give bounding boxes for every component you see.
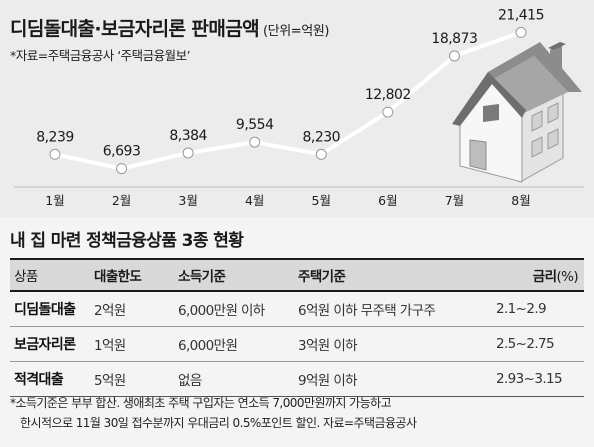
row-income: 6,000만원 이하 xyxy=(174,291,294,327)
chart-unit: (단위=억원) xyxy=(262,24,330,39)
header-limit: 대출한도 xyxy=(90,258,174,292)
data-label: 8,384 xyxy=(169,128,207,144)
footnote-line-2: 한시적으로 11월 30일 접수분까지 우대금리 0.5%포인트 할인. 자료=… xyxy=(20,416,417,430)
data-point xyxy=(448,50,460,62)
data-point xyxy=(49,148,61,160)
chart-title-row: 디딤돌대출·보금자리론 판매금액 (단위=억원) xyxy=(10,14,329,41)
row-limit: 2억원 xyxy=(90,291,174,327)
data-label: 12,802 xyxy=(365,87,411,103)
x-tick-label: 1월 xyxy=(45,193,64,208)
header-product: 상품 xyxy=(10,258,90,292)
table-title: 내 집 마련 정책금융상품 3종 현황 xyxy=(10,231,244,251)
row-house: 9억원 이하 xyxy=(294,361,478,397)
header-rate: 금리(%) xyxy=(478,258,584,292)
row-income: 없음 xyxy=(174,361,294,397)
data-point xyxy=(182,147,194,159)
product-table: 상품 대출한도 소득기준 주택기준 금리(%) 디딤돌대출 2억원 6,000만… xyxy=(10,258,584,397)
row-house: 3억원 이하 xyxy=(294,326,478,362)
row-rate: 2.93~3.15 xyxy=(478,361,584,397)
x-tick-label: 7월 xyxy=(445,193,464,208)
line-chart: 8,239 1월 6,693 2월 8,384 3월 9,554 4월 8,230 5월 12,80… xyxy=(14,7,584,208)
data-label: 18,873 xyxy=(431,31,477,47)
footnote: *소득기준은 부부 합산. 생애최초 주택 구입자는 연소득 7,000만원까지… xyxy=(10,393,588,433)
row-name: 적격대출 xyxy=(10,361,90,397)
table-row: 디딤돌대출 2억원 6,000만원 이하 6억원 이하 무주택 가구주 2.1~… xyxy=(10,291,584,327)
data-label: 6,693 xyxy=(103,144,141,160)
x-tick-label: 8월 xyxy=(511,193,530,208)
table-row: 적격대출 5억원 없음 9억원 이하 2.93~3.15 xyxy=(10,361,584,397)
house-icon xyxy=(452,42,582,183)
x-tick-label: 4월 xyxy=(245,193,264,208)
x-tick-label: 6월 xyxy=(378,193,397,208)
data-point xyxy=(515,26,527,38)
header-income: 소득기준 xyxy=(174,258,294,292)
header-house: 주택기준 xyxy=(294,258,478,292)
data-label: 9,554 xyxy=(236,117,274,133)
row-rate: 2.5~2.75 xyxy=(478,326,584,362)
x-tick-label: 2월 xyxy=(112,193,131,208)
data-label: 8,230 xyxy=(302,129,340,145)
table-row: 보금자리론 1억원 6,000만원 3억원 이하 2.5~2.75 xyxy=(10,326,584,362)
x-tick-label: 5월 xyxy=(312,193,331,208)
row-limit: 1억원 xyxy=(90,326,174,362)
row-name: 보금자리론 xyxy=(10,326,90,362)
table-header-row: 상품 대출한도 소득기준 주택기준 금리(%) xyxy=(10,258,584,292)
footnote-line-1: *소득기준은 부부 합산. 생애최초 주택 구입자는 연소득 7,000만원까지… xyxy=(10,396,392,410)
row-limit: 5억원 xyxy=(90,361,174,397)
row-name: 디딤돌대출 xyxy=(10,291,90,327)
row-house: 6억원 이하 무주택 가구주 xyxy=(294,291,478,327)
data-point xyxy=(116,163,128,175)
data-point xyxy=(315,148,327,160)
row-income: 6,000만원 xyxy=(174,326,294,362)
series-line xyxy=(54,30,522,171)
row-rate: 2.1~2.9 xyxy=(478,291,584,327)
data-label: 21,415 xyxy=(498,7,544,23)
chart-title: 디딤돌대출·보금자리론 판매금액 xyxy=(10,18,260,40)
x-tick-label: 3월 xyxy=(178,193,197,208)
data-label: 8,239 xyxy=(36,129,74,145)
data-point xyxy=(382,106,394,118)
data-point xyxy=(249,136,261,148)
chart-source: *자료=주택금융공사 ‘주택금융월보’ xyxy=(10,48,191,63)
